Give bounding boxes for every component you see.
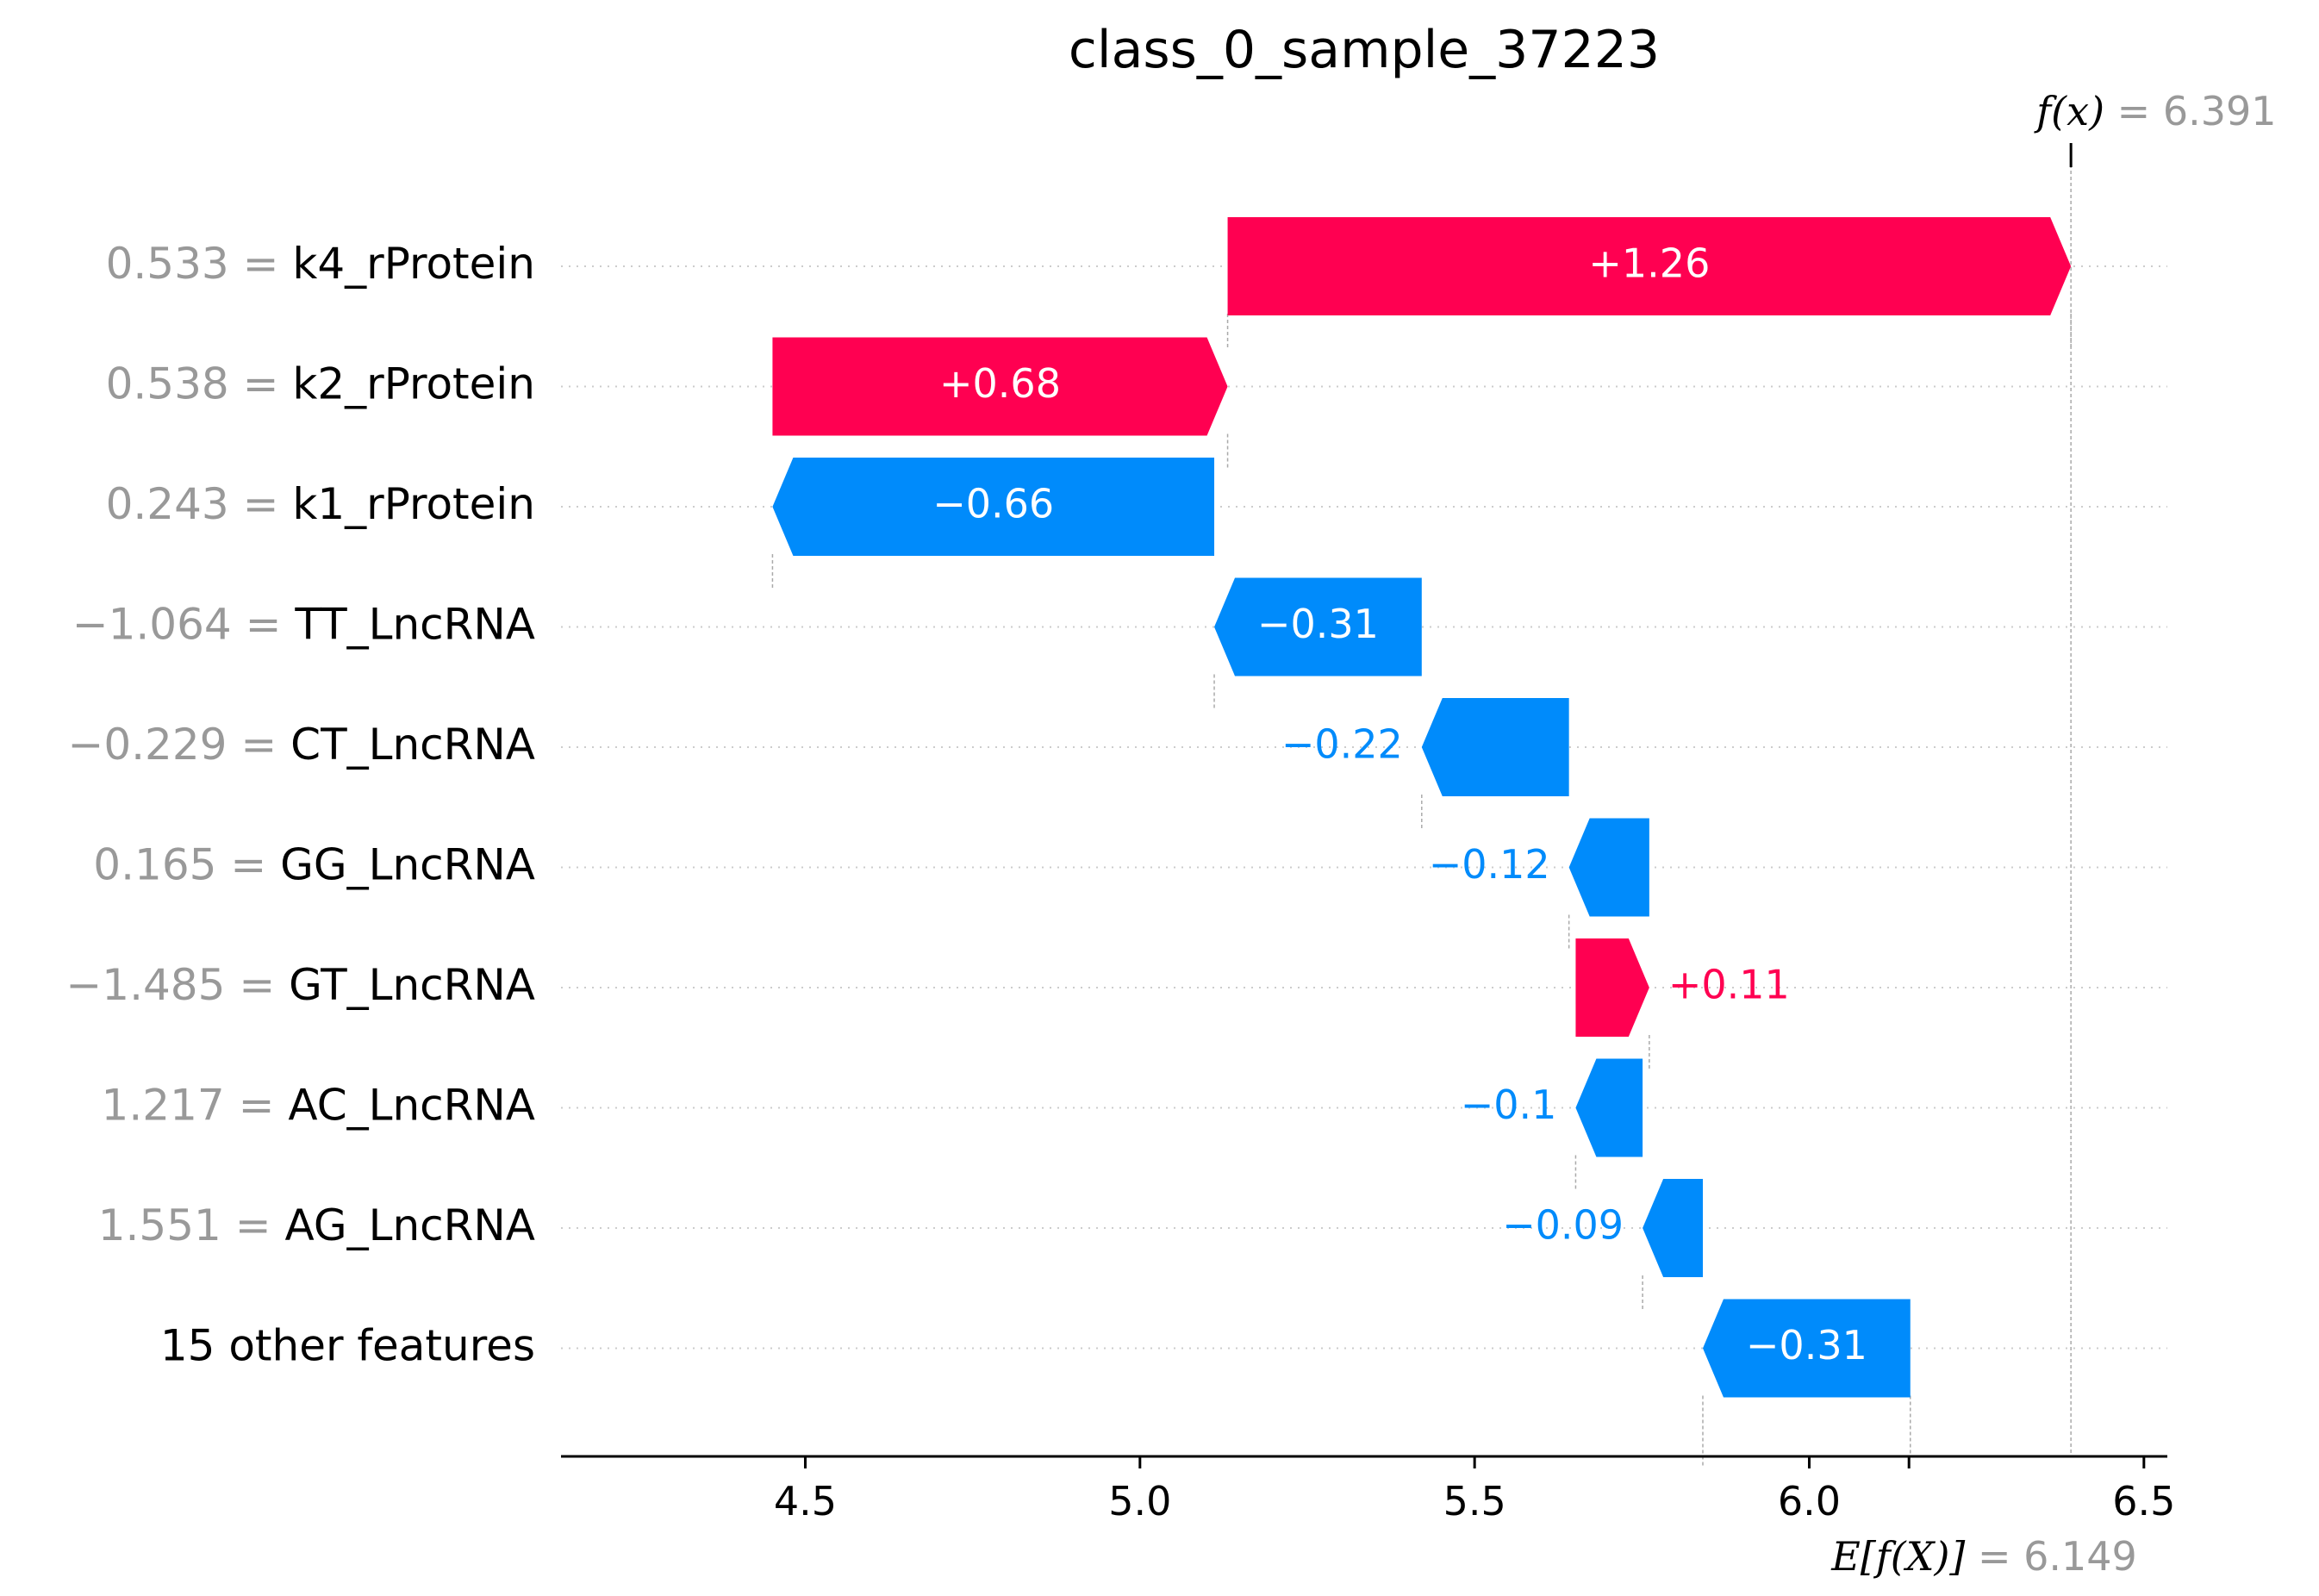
- feature-name: GT_LncRNA: [289, 960, 535, 1010]
- feature-label: −0.229 = CT_LncRNA: [67, 720, 535, 770]
- feature-label: 1.217 = AC_LncRNA: [102, 1080, 535, 1130]
- feature-value: −1.485 =: [65, 960, 289, 1010]
- feature-name: CT_LncRNA: [290, 720, 535, 770]
- feature-name: AC_LncRNA: [288, 1080, 535, 1130]
- feature-value: 0.243 =: [106, 479, 293, 529]
- bar-negative: [1702, 1299, 1911, 1398]
- feature-label: 15 other features: [160, 1320, 535, 1370]
- feature-name: k1_rProtein: [292, 479, 535, 529]
- x-tick-label: 4.5: [774, 1478, 837, 1524]
- feature-name: TT_LncRNA: [294, 599, 535, 649]
- x-tick-label: 5.5: [1443, 1478, 1506, 1524]
- bars: +1.26 +0.68 −0.66 −0.31 −0.22 −0.12 +0.11 −0.1 −…: [772, 217, 2072, 1398]
- feature-label: 0.165 = GG_LncRNA: [93, 839, 535, 889]
- contribution-label: −0.1: [1461, 1082, 1557, 1128]
- feature-value: −1.064 =: [72, 599, 296, 649]
- contribution-label: −0.09: [1502, 1202, 1624, 1249]
- base-value-label: E[f(X)]: [1830, 1533, 1965, 1580]
- final-value-text: = 6.391: [2104, 88, 2276, 134]
- contribution-label: +1.26: [1588, 240, 1710, 287]
- contribution-label: −0.22: [1281, 721, 1403, 768]
- bar-negative: [1421, 698, 1569, 796]
- contribution-label: +0.68: [939, 360, 1061, 407]
- contribution-label: −0.31: [1257, 601, 1379, 647]
- contribution-label: +0.11: [1668, 962, 1790, 1008]
- bar-negative: [1643, 1179, 1703, 1277]
- x-tick-label: 6.0: [1778, 1478, 1841, 1524]
- final-value-annotation: f(x) = 6.391: [2034, 88, 2276, 134]
- bar-positive: [1575, 938, 1649, 1037]
- bar-positive: [772, 337, 1228, 436]
- feature-label: 0.243 = k1_rProtein: [106, 479, 535, 529]
- feature-name: 15 other features: [160, 1320, 535, 1370]
- feature-name: k2_rProtein: [292, 358, 535, 408]
- feature-name: GG_LncRNA: [280, 839, 535, 889]
- bar-negative: [1575, 1058, 1643, 1157]
- contribution-label: −0.66: [932, 481, 1054, 527]
- feature-value: 1.217 =: [102, 1080, 289, 1130]
- contribution-label: −0.12: [1429, 841, 1550, 888]
- x-tick-label: 6.5: [2112, 1478, 2175, 1524]
- feature-label: −1.485 = GT_LncRNA: [65, 960, 535, 1010]
- x-axis: 4.5 5.0 5.5 6.0 6.5: [561, 143, 2175, 1524]
- bar-positive: [1227, 217, 2072, 315]
- feature-value: 1.551 =: [98, 1200, 285, 1250]
- annotations: f(x) = 6.391 E[f(X)] = 6.149: [1830, 88, 2276, 1580]
- feature-label: −1.064 = TT_LncRNA: [72, 599, 535, 649]
- feature-name: k4_rProtein: [292, 239, 535, 289]
- base-value-annotation: E[f(X)] = 6.149: [1830, 1533, 2137, 1580]
- feature-value: −0.229 =: [67, 720, 290, 770]
- bar-negative: [772, 458, 1215, 556]
- connector-lines: [771, 147, 2072, 1467]
- base-value-text: = 6.149: [1965, 1533, 2136, 1580]
- final-value-label: f(x): [2034, 88, 2104, 134]
- feature-value: 0.533 =: [106, 239, 293, 289]
- feature-value: 0.538 =: [106, 358, 293, 408]
- contribution-label: −0.31: [1746, 1322, 1867, 1368]
- bar-negative: [1568, 818, 1649, 917]
- chart-title: class_0_sample_37223: [1069, 20, 1660, 80]
- feature-label: 1.551 = AG_LncRNA: [98, 1200, 535, 1250]
- feature-value: 0.165 =: [93, 839, 280, 889]
- feature-label: 0.538 = k2_rProtein: [106, 358, 535, 408]
- feature-label: 0.533 = k4_rProtein: [106, 239, 535, 289]
- x-tick-label: 5.0: [1108, 1478, 1171, 1524]
- bar-negative: [1214, 577, 1422, 676]
- feature-name: AG_LncRNA: [285, 1200, 535, 1250]
